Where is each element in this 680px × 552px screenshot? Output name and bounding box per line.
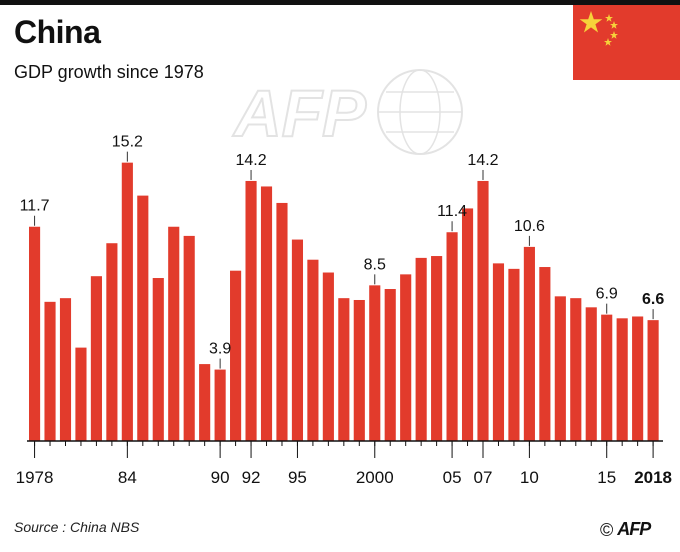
bar-1983 — [106, 243, 118, 441]
bar-1982 — [90, 276, 102, 441]
data-label-1990: 3.9 — [209, 341, 231, 358]
bar-2009 — [508, 268, 520, 441]
x-tick-label-1990: 90 — [211, 468, 230, 487]
copyright-icon: © — [600, 519, 614, 540]
bar-2001 — [384, 289, 396, 441]
afp-credit: © AFP — [600, 519, 651, 540]
flag-big-star — [579, 11, 603, 33]
bar-1984 — [121, 162, 133, 441]
bar-2003 — [415, 257, 427, 442]
x-tick-label-2005: 05 — [443, 468, 462, 487]
afp-watermark-icon: AFP — [231, 69, 463, 155]
flag-small-star — [604, 38, 612, 46]
data-label-2000: 8.5 — [364, 256, 386, 273]
bar-2005 — [446, 232, 458, 441]
bar-2007 — [477, 180, 489, 441]
x-tick-label-2007: 07 — [474, 468, 493, 487]
watermark-text: AFP — [232, 76, 367, 150]
data-label-1992: 14.2 — [235, 152, 266, 169]
bar-1979 — [44, 301, 56, 441]
bar-1993 — [260, 186, 273, 441]
bar-1999 — [353, 299, 365, 441]
x-tick-label-1992: 92 — [242, 468, 261, 487]
bar-2017 — [632, 316, 644, 441]
bar-1998 — [338, 298, 350, 441]
bar-2010 — [523, 246, 535, 441]
data-label-2005: 11.4 — [437, 203, 467, 220]
source-note: Source : China NBS — [14, 519, 140, 535]
bar-1997 — [322, 272, 334, 441]
bar-1981 — [75, 347, 87, 441]
flag-small-star — [610, 31, 618, 39]
x-tick-label-2015: 15 — [597, 468, 616, 487]
bar-2016 — [616, 318, 628, 441]
bar-1987 — [168, 226, 180, 441]
bar-1985 — [137, 195, 149, 441]
bar-1988 — [183, 235, 195, 441]
bar-1996 — [307, 259, 319, 441]
bar-2011 — [539, 267, 551, 441]
bar-2018 — [647, 320, 659, 441]
china-flag-icon — [573, 5, 680, 80]
bar-1990 — [214, 369, 226, 441]
bar-2000 — [369, 285, 381, 441]
x-tick-label-1978: 1978 — [16, 468, 54, 487]
x-tick-label-2018: 2018 — [634, 468, 672, 487]
bar-2015 — [601, 314, 613, 441]
flag-small-star — [610, 21, 618, 29]
x-tick-label-2000: 2000 — [356, 468, 394, 487]
top-rule — [0, 0, 680, 5]
bar-2012 — [554, 296, 566, 441]
afp-logo-text: AFP — [617, 519, 651, 539]
x-tick-label-1995: 95 — [288, 468, 307, 487]
bar-1995 — [291, 239, 304, 441]
data-label-2010: 10.6 — [514, 218, 545, 235]
watermark-globe — [377, 69, 463, 155]
x-tick-label-2010: 10 — [520, 468, 539, 487]
data-label-2018: 6.6 — [642, 291, 664, 308]
bar-1980 — [59, 298, 72, 441]
page-subtitle: GDP growth since 1978 — [14, 62, 204, 82]
bar-2008 — [492, 263, 505, 441]
bar-2013 — [570, 298, 582, 441]
bar-2002 — [400, 274, 412, 441]
bar-2014 — [585, 307, 597, 441]
bar-1978 — [29, 226, 41, 441]
flag-small-star — [605, 14, 613, 22]
data-label-1978: 11.7 — [20, 198, 50, 215]
bar-1991 — [230, 270, 242, 441]
data-label-1984: 15.2 — [112, 134, 143, 151]
bar-2006 — [461, 208, 474, 441]
bar-1989 — [199, 364, 211, 441]
bar-1992 — [245, 180, 257, 441]
watermark-globe-meridian — [399, 69, 441, 155]
data-label-2015: 6.9 — [596, 286, 618, 303]
page-title: China — [14, 14, 101, 50]
bar-1994 — [276, 202, 288, 441]
bar-2004 — [431, 256, 443, 441]
bar-1986 — [152, 278, 164, 441]
x-tick-label-1984: 84 — [118, 468, 137, 487]
data-label-2007: 14.2 — [467, 152, 498, 169]
